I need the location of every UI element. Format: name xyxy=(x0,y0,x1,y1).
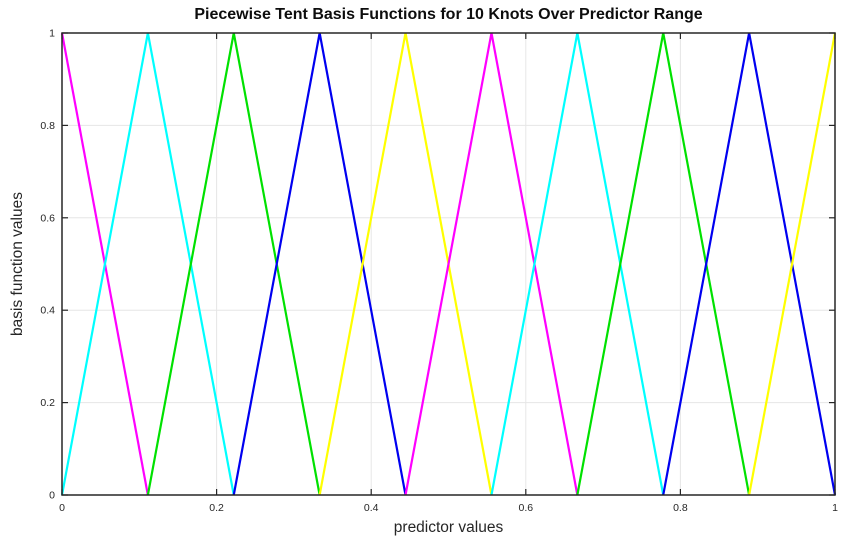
y-tick-label: 0.8 xyxy=(40,120,55,132)
series-tent-6 xyxy=(404,32,579,496)
series-tent-9 xyxy=(662,32,837,496)
x-tick-label: 0 xyxy=(59,502,65,514)
y-tick-label: 0.2 xyxy=(40,397,55,409)
series-tent-10 xyxy=(748,32,837,496)
y-tick-label: 1 xyxy=(49,28,55,40)
series-tent-8 xyxy=(576,32,751,496)
x-tick-label: 0.4 xyxy=(364,502,379,514)
series-tent-3 xyxy=(146,32,321,496)
x-tick-label: 0.6 xyxy=(518,502,533,514)
y-tick-label: 0 xyxy=(49,490,55,502)
x-tick-label: 0.8 xyxy=(673,502,688,514)
y-tick-label: 0.4 xyxy=(40,305,55,317)
x-axis-label: predictor values xyxy=(393,519,504,536)
x-tick-label: 0.2 xyxy=(209,502,224,514)
axes-box xyxy=(61,32,836,496)
y-tick-label: 0.6 xyxy=(40,212,55,224)
series-tent-4 xyxy=(232,32,407,496)
series-tent-5 xyxy=(318,32,493,496)
series-tent-2 xyxy=(60,32,235,496)
series-tent-7 xyxy=(490,32,665,496)
chart-title: Piecewise Tent Basis Functions for 10 Kn… xyxy=(194,6,703,23)
x-tick-label: 1 xyxy=(832,502,838,514)
